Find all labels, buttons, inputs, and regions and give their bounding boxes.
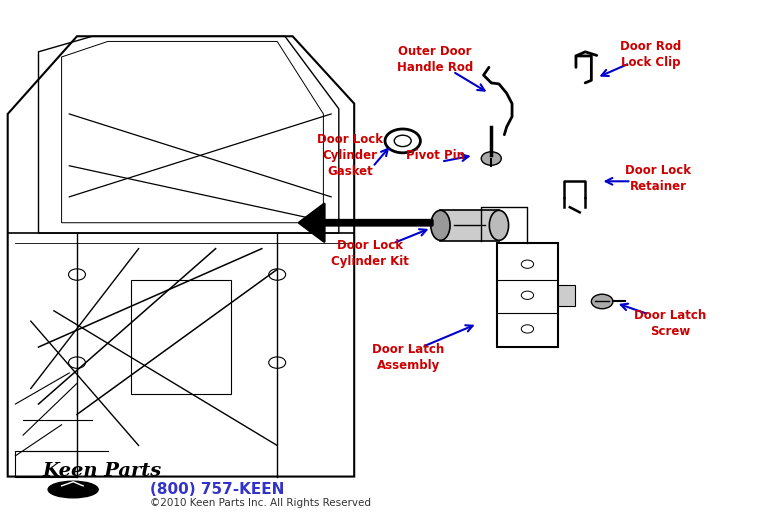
Ellipse shape (430, 210, 450, 240)
Text: ©2010 Keen Parts Inc. All Rights Reserved: ©2010 Keen Parts Inc. All Rights Reserve… (150, 498, 371, 509)
Circle shape (481, 152, 501, 165)
Text: Pivot Pin: Pivot Pin (406, 149, 464, 162)
Circle shape (591, 294, 613, 309)
FancyBboxPatch shape (558, 285, 575, 306)
Text: (800) 757-KEEN: (800) 757-KEEN (150, 482, 285, 497)
Text: Door Lock
Cylinder Kit: Door Lock Cylinder Kit (330, 239, 409, 268)
Text: Door Latch
Assembly: Door Latch Assembly (372, 343, 444, 372)
Text: Keen Parts: Keen Parts (42, 463, 162, 480)
Text: Door Lock
Cylinder
Gasket: Door Lock Cylinder Gasket (317, 133, 383, 178)
Text: Door Rod
Lock Clip: Door Rod Lock Clip (620, 40, 681, 69)
Ellipse shape (490, 210, 509, 240)
Text: Door Latch
Screw: Door Latch Screw (634, 309, 706, 338)
Text: Door Lock
Retainer: Door Lock Retainer (625, 164, 691, 193)
Text: Outer Door
Handle Rod: Outer Door Handle Rod (397, 45, 474, 74)
Ellipse shape (48, 481, 99, 498)
FancyBboxPatch shape (440, 210, 499, 241)
